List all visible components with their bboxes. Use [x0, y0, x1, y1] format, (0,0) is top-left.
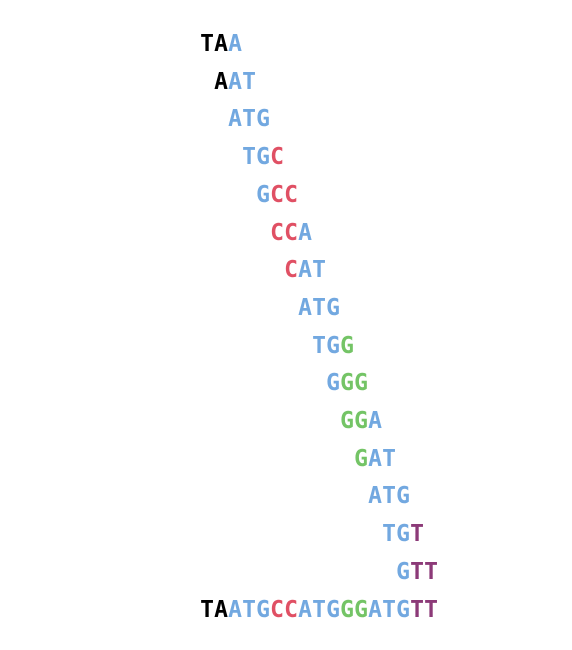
nucleotide-g: G [354, 370, 368, 397]
nucleotide-a: A [368, 596, 382, 623]
kmer-row: CAT [284, 257, 326, 283]
nucleotide-t: T [410, 521, 424, 548]
nucleotide-g: G [256, 106, 270, 133]
nucleotide-t: T [242, 596, 256, 623]
nucleotide-a: A [368, 445, 382, 472]
nucleotide-t: T [410, 558, 424, 585]
nucleotide-t: T [242, 68, 256, 95]
kmer-row: AAT [214, 69, 256, 95]
nucleotide-g: G [256, 596, 270, 623]
kmer-row: TAA [200, 31, 242, 57]
nucleotide-a: A [214, 596, 228, 623]
nucleotide-c: C [270, 219, 284, 246]
nucleotide-a: A [368, 408, 382, 434]
nucleotide-g: G [354, 596, 368, 623]
nucleotide-g: G [396, 558, 410, 585]
kmer-row: ATG [368, 483, 410, 509]
nucleotide-g: G [396, 596, 410, 623]
assembled-sequence: TAATGCCATGGGATGTT [200, 597, 438, 623]
nucleotide-a: A [228, 106, 242, 133]
nucleotide-c: C [270, 181, 284, 208]
nucleotide-a: A [298, 257, 312, 284]
nucleotide-a: A [298, 294, 312, 321]
kmer-row: GTT [396, 559, 438, 585]
nucleotide-c: C [270, 144, 284, 171]
kmer-row: TGG [312, 333, 354, 359]
nucleotide-g: G [396, 483, 410, 510]
nucleotide-g: G [256, 181, 270, 208]
nucleotide-g: G [340, 332, 354, 359]
nucleotide-t: T [382, 596, 396, 623]
nucleotide-c: C [284, 596, 298, 623]
nucleotide-g: G [354, 408, 368, 434]
nucleotide-c: C [284, 257, 298, 284]
nucleotide-g: G [396, 521, 410, 548]
nucleotide-t: T [242, 144, 256, 171]
nucleotide-c: C [284, 219, 298, 246]
nucleotide-t: T [312, 257, 326, 284]
nucleotide-t: T [424, 596, 438, 623]
nucleotide-t: T [382, 483, 396, 510]
nucleotide-a: A [228, 31, 242, 57]
nucleotide-a: A [298, 596, 312, 623]
kmer-row: GAT [354, 446, 396, 472]
nucleotide-c: C [284, 181, 298, 208]
nucleotide-a: A [298, 219, 312, 246]
nucleotide-t: T [410, 596, 424, 623]
kmer-row: GCC [256, 182, 298, 208]
nucleotide-t: T [312, 332, 326, 359]
kmer-row: TGC [242, 144, 284, 170]
nucleotide-c: C [270, 596, 284, 623]
kmer-row: TGT [382, 521, 424, 547]
nucleotide-t: T [424, 558, 438, 585]
nucleotide-g: G [326, 294, 340, 321]
nucleotide-t: T [242, 106, 256, 133]
nucleotide-t: T [382, 445, 396, 472]
nucleotide-t: T [200, 596, 214, 623]
nucleotide-a: A [214, 68, 228, 95]
nucleotide-a: A [228, 596, 242, 623]
nucleotide-t: T [312, 596, 326, 623]
nucleotide-g: G [340, 370, 354, 397]
kmer-row: CCA [270, 220, 312, 246]
kmer-row: ATG [228, 106, 270, 132]
nucleotide-t: T [200, 31, 214, 57]
nucleotide-a: A [228, 68, 242, 95]
nucleotide-g: G [354, 445, 368, 472]
nucleotide-g: G [326, 596, 340, 623]
nucleotide-t: T [382, 521, 396, 548]
kmer-row: GGG [326, 370, 368, 396]
nucleotide-g: G [340, 408, 354, 434]
nucleotide-g: G [326, 370, 340, 397]
nucleotide-g: G [340, 596, 354, 623]
nucleotide-g: G [326, 332, 340, 359]
nucleotide-t: T [312, 294, 326, 321]
nucleotide-g: G [256, 144, 270, 171]
kmer-row: ATG [298, 295, 340, 321]
kmer-row: GGA [340, 408, 382, 434]
nucleotide-a: A [368, 483, 382, 510]
nucleotide-a: A [214, 31, 228, 57]
